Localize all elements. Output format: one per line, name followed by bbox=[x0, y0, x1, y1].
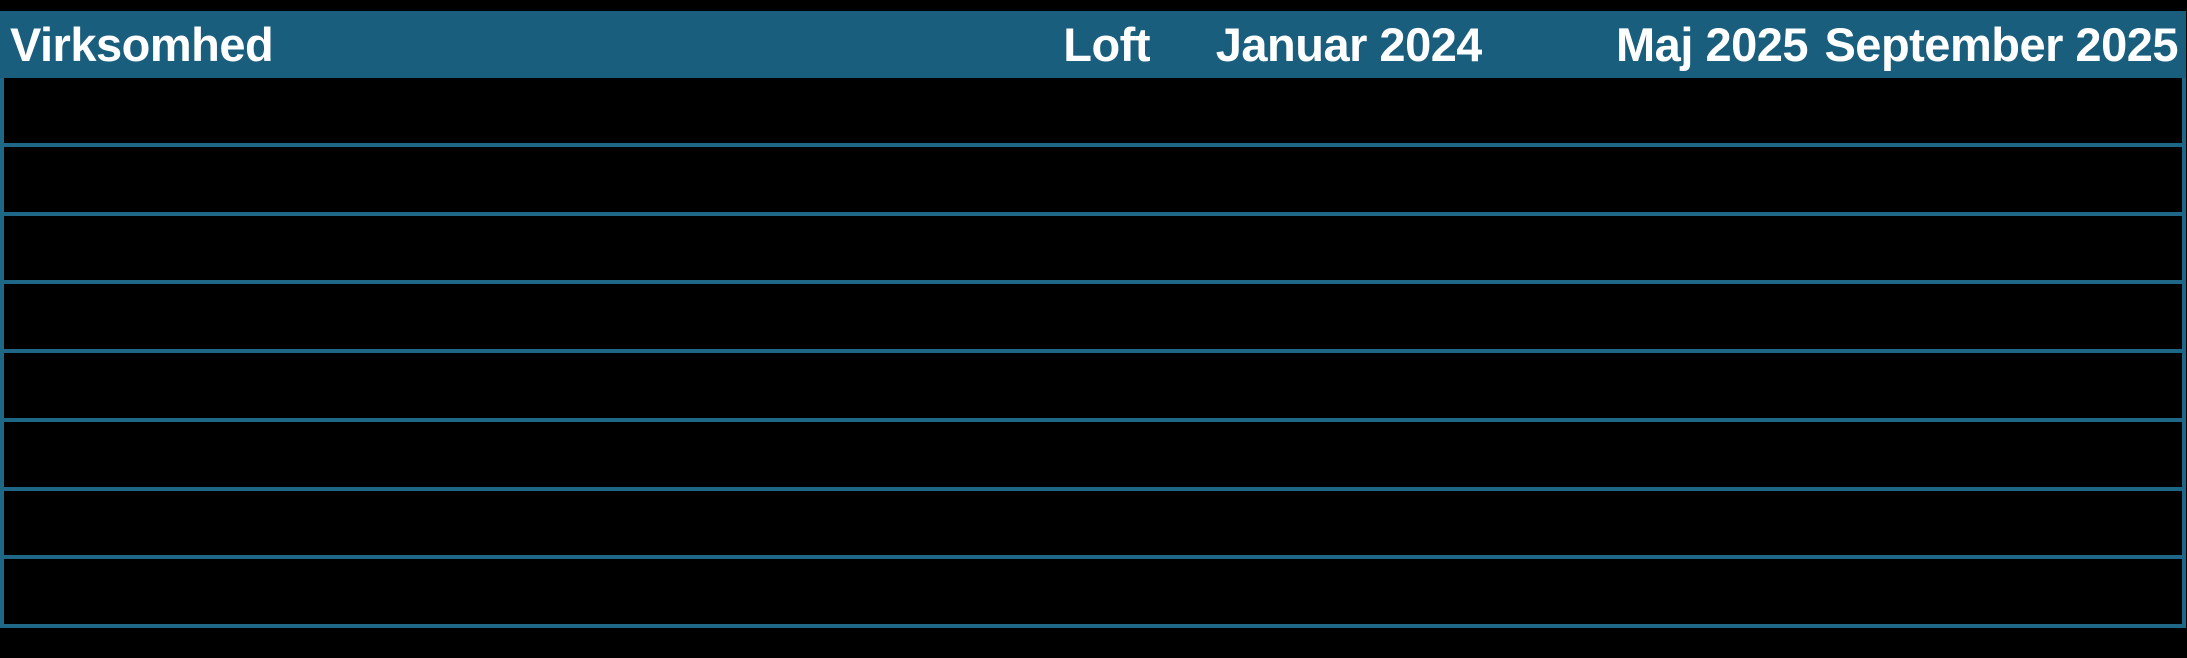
table-header-row: Virksomhed Loft Januar 2024 Maj 2025 Sep… bbox=[0, 11, 2186, 78]
table-row bbox=[4, 215, 2182, 285]
table-row bbox=[4, 78, 2182, 147]
table-row bbox=[4, 559, 2182, 628]
table-body bbox=[0, 78, 2186, 628]
table-row bbox=[4, 490, 2182, 560]
table-row bbox=[4, 284, 2182, 353]
table-row bbox=[4, 353, 2182, 422]
column-header-januar-2024: Januar 2024 bbox=[1215, 18, 1482, 71]
virksomhed-table: Virksomhed Loft Januar 2024 Maj 2025 Sep… bbox=[0, 11, 2186, 628]
column-header-maj-2025: Maj 2025 bbox=[1616, 18, 1808, 71]
column-header-september-2025: September 2025 bbox=[1824, 18, 2178, 71]
table-row bbox=[4, 421, 2182, 491]
column-header-virksomhed: Virksomhed bbox=[10, 18, 274, 71]
table-row bbox=[4, 146, 2182, 216]
column-header-loft: Loft bbox=[1063, 18, 1150, 71]
